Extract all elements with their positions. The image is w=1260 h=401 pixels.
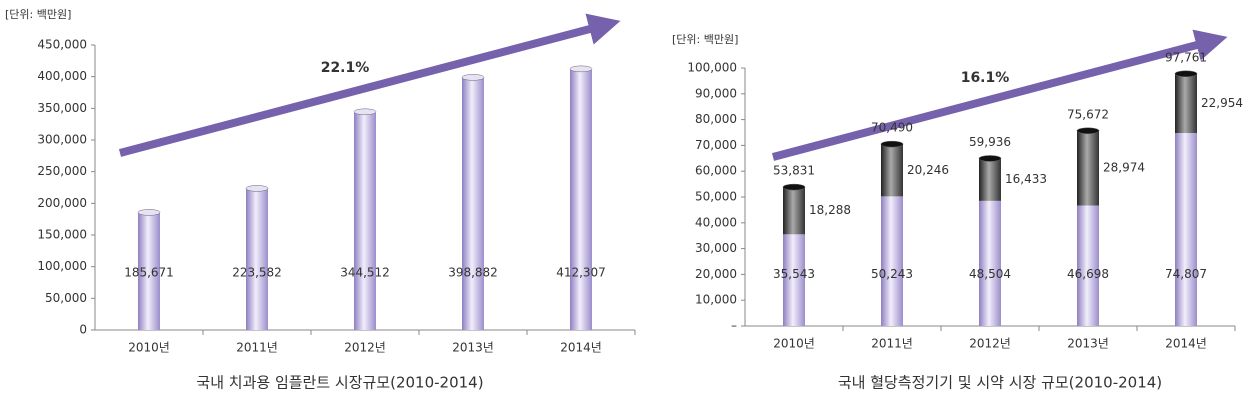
y-tick-label: 100,000: [37, 259, 87, 273]
bar-cap: [137, 209, 161, 216]
bar: [783, 187, 805, 235]
y-tick-label: 80,000: [695, 112, 737, 126]
value-label: 16,433: [1005, 172, 1047, 186]
y-tick-label: 450,000: [37, 38, 87, 52]
bar-cap: [880, 140, 904, 148]
value-label: 74,807: [1165, 267, 1207, 281]
y-tick-label: 20,000: [695, 267, 737, 281]
trend-arrow: [771, 29, 1228, 161]
y-tick-label: 150,000: [37, 228, 87, 242]
y-tick-label: 30,000: [695, 241, 737, 255]
trend-arrow: [118, 13, 621, 157]
y-tick-label: 50,000: [695, 190, 737, 204]
bar-cap: [978, 155, 1002, 162]
x-tick-label: 2010년: [773, 337, 815, 351]
bar-cap: [353, 108, 377, 116]
x-tick-label: 2011년: [871, 337, 913, 351]
y-tick-label: 300,000: [37, 133, 87, 147]
bar: [1077, 205, 1099, 326]
x-tick-label: 2014년: [1165, 337, 1207, 351]
unit-label: [단위: 백만원]: [672, 33, 738, 46]
y-tick-label: 400,000: [37, 69, 87, 83]
bar: [881, 144, 903, 197]
y-tick-label: 70,000: [695, 138, 737, 152]
bar: [979, 200, 1001, 326]
y-tick-label: 60,000: [695, 164, 737, 178]
value-label: 50,243: [871, 267, 913, 281]
y-tick-label: 200,000: [37, 196, 87, 210]
bar: [1175, 73, 1197, 133]
y-tick-label: 10,000: [695, 293, 737, 307]
bar: [979, 158, 1001, 201]
bar: [1077, 130, 1099, 206]
total-label: 70,490: [871, 121, 913, 135]
x-tick-label: 2012년: [969, 337, 1011, 351]
bar: [138, 212, 160, 330]
chart-title: 국내 혈당측정기기 및 시약 시장 규모(2010-2014): [838, 374, 1162, 392]
y-tick-label: –: [731, 319, 737, 333]
value-label: 344,512: [340, 266, 390, 280]
bar: [1175, 132, 1197, 326]
x-tick-label: 2014년: [560, 341, 602, 355]
value-label: 48,504: [969, 267, 1011, 281]
y-tick-label: 250,000: [37, 164, 87, 178]
value-label: 46,698: [1067, 267, 1109, 281]
bar-cap: [461, 74, 485, 81]
value-label: 185,671: [124, 266, 174, 280]
annotation: 16.1%: [961, 70, 1010, 86]
value-label: 28,974: [1103, 161, 1145, 175]
y-tick-label: 100,000: [687, 61, 737, 75]
value-label: 18,288: [809, 203, 851, 217]
bar: [570, 68, 592, 331]
value-label: 223,582: [232, 266, 282, 280]
annotation: 22.1%: [321, 60, 370, 76]
total-label: 59,936: [969, 135, 1011, 149]
x-tick-label: 2013년: [1067, 337, 1109, 351]
bar: [881, 196, 903, 326]
bar: [783, 234, 805, 326]
value-label: 398,882: [448, 266, 498, 280]
total-label: 97,761: [1165, 50, 1207, 64]
value-label: 35,543: [773, 267, 815, 281]
total-label: 75,672: [1067, 107, 1109, 121]
x-tick-label: 2010년: [128, 341, 170, 355]
y-tick-label: 40,000: [695, 215, 737, 229]
y-tick-label: 50,000: [45, 291, 87, 305]
bar: [354, 111, 376, 330]
x-tick-label: 2012년: [344, 341, 386, 355]
bar-cap: [782, 183, 806, 191]
x-tick-label: 2011년: [236, 341, 278, 355]
y-tick-label: 90,000: [695, 86, 737, 100]
chart-title: 국내 치과용 임플란트 시장규모(2010-2014): [196, 374, 483, 392]
y-tick-label: 0: [79, 323, 87, 337]
bar: [246, 188, 268, 330]
total-label: 53,831: [773, 164, 815, 178]
y-tick-label: 350,000: [37, 101, 87, 115]
value-label: 22,954: [1201, 96, 1243, 110]
bar-cap: [569, 65, 593, 73]
bar-cap: [1174, 70, 1198, 78]
bar: [462, 77, 484, 331]
bar-cap: [1076, 127, 1100, 135]
x-tick-label: 2013년: [452, 341, 494, 355]
value-label: 412,307: [556, 266, 606, 280]
unit-label: [단위: 백만원]: [5, 8, 71, 21]
value-label: 20,246: [907, 163, 949, 177]
bar-cap: [245, 185, 269, 192]
